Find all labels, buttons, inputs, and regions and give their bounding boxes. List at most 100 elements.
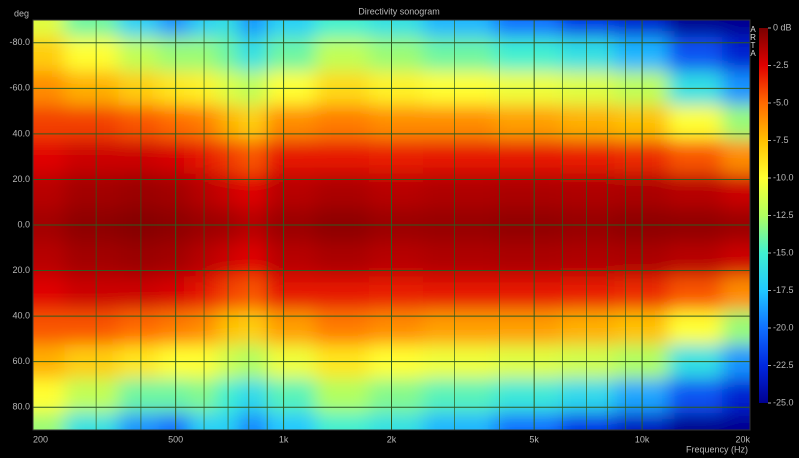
heatmap-cell bbox=[560, 242, 615, 277]
heatmap-cell bbox=[158, 378, 191, 414]
colorbar-label: -20.0 bbox=[773, 322, 794, 332]
heatmap-cell bbox=[33, 20, 66, 38]
heatmap-cell bbox=[315, 412, 370, 430]
heatmap-cell bbox=[64, 378, 120, 414]
heatmap-cell bbox=[722, 276, 750, 311]
chart-title: Directivity sonogram bbox=[358, 6, 440, 16]
heatmap-cell bbox=[189, 378, 217, 414]
heatmap-cell bbox=[560, 378, 615, 414]
heatmap-cell bbox=[369, 378, 424, 414]
heatmap-cell bbox=[118, 139, 159, 175]
x-tick-label: 200 bbox=[33, 434, 48, 444]
y-tick-label: 0.0 bbox=[17, 219, 30, 229]
heatmap-cell bbox=[722, 139, 750, 175]
heatmap-cell bbox=[216, 20, 239, 38]
heatmap-cell bbox=[668, 139, 723, 175]
heatmap-cell bbox=[158, 105, 191, 141]
heatmap-cell bbox=[560, 276, 615, 311]
heatmap-cell bbox=[315, 378, 370, 414]
colorbar-label: -7.5 bbox=[773, 135, 789, 145]
y-tick-label: 60.0 bbox=[12, 356, 30, 366]
heatmap-cell bbox=[118, 276, 159, 311]
grid bbox=[32, 20, 751, 430]
heatmap-cell bbox=[668, 242, 723, 277]
heatmap-cell bbox=[722, 242, 750, 277]
heatmap-cell bbox=[189, 242, 217, 277]
heatmap-cell bbox=[118, 412, 159, 430]
colorbar-label: -17.5 bbox=[773, 285, 794, 295]
heatmap-cell bbox=[64, 242, 120, 277]
heatmap-cell bbox=[238, 378, 267, 414]
heatmap-cell bbox=[369, 105, 424, 141]
heatmap-cell bbox=[266, 276, 316, 311]
heatmap-cell bbox=[722, 378, 750, 414]
watermark-letter: A bbox=[750, 25, 756, 34]
heatmap-cell bbox=[369, 20, 424, 38]
y-tick-label: 20.0 bbox=[12, 265, 30, 275]
heatmap-cell bbox=[238, 20, 267, 38]
heatmap-cell bbox=[266, 105, 316, 141]
heatmap-cell bbox=[614, 276, 669, 311]
heatmap-cell bbox=[494, 20, 561, 38]
heatmap-cell bbox=[494, 105, 561, 141]
heatmap-cell bbox=[423, 139, 495, 175]
colorbar-label: -5.0 bbox=[773, 97, 789, 107]
heatmap-cell bbox=[158, 412, 191, 430]
y-tick-label: 40.0 bbox=[12, 310, 30, 320]
colorbar-scale bbox=[759, 28, 768, 403]
colorbar-label: 0 dB bbox=[773, 22, 792, 32]
heatmap-cell bbox=[118, 20, 159, 38]
heatmap-cell bbox=[216, 276, 239, 311]
heatmap-cell bbox=[64, 139, 120, 175]
heatmap-cell bbox=[423, 378, 495, 414]
heatmap-cell bbox=[315, 139, 370, 175]
x-tick-label: 2k bbox=[387, 434, 397, 444]
heatmap-cell bbox=[423, 20, 495, 38]
heatmap-cell bbox=[315, 242, 370, 277]
heatmap-cell bbox=[238, 242, 267, 277]
watermark-letter: A bbox=[750, 49, 756, 58]
heatmap-cell bbox=[33, 276, 66, 311]
x-tick-label: 5k bbox=[529, 434, 539, 444]
heatmap-cell bbox=[560, 412, 615, 430]
heatmap-cell bbox=[315, 105, 370, 141]
heatmap-cell bbox=[266, 378, 316, 414]
heatmap-cell bbox=[216, 139, 239, 175]
colorbar-label: -2.5 bbox=[773, 60, 789, 70]
heatmap-cell bbox=[369, 139, 424, 175]
heatmap-cell bbox=[494, 412, 561, 430]
heatmap-cell bbox=[369, 276, 424, 311]
heatmap-cell bbox=[216, 378, 239, 414]
heatmap-cell bbox=[315, 20, 370, 38]
heatmap-cell bbox=[668, 20, 723, 38]
heatmap-cell bbox=[64, 412, 120, 430]
y-tick-label: -60.0 bbox=[9, 83, 30, 93]
heatmap-cell bbox=[494, 242, 561, 277]
heatmap-cell bbox=[614, 378, 669, 414]
heatmap-cell bbox=[158, 242, 191, 277]
plot-border bbox=[32, 19, 751, 431]
heatmap-cell bbox=[668, 378, 723, 414]
heatmap-cell bbox=[238, 105, 267, 141]
heatmap-cell bbox=[560, 139, 615, 175]
heatmap-cell bbox=[722, 105, 750, 141]
heatmap-cell bbox=[614, 139, 669, 175]
heatmap-cell bbox=[238, 139, 267, 175]
heatmap-cell bbox=[722, 20, 750, 38]
heatmap-cell bbox=[189, 105, 217, 141]
axes: 200 500 1k 2k 5k 10k 20k -80.0 -60.0 40.0 20.0 0.0 2… bbox=[9, 19, 756, 444]
heatmap-cell bbox=[189, 276, 217, 311]
heatmap-cell bbox=[266, 139, 316, 175]
heatmap-cell bbox=[423, 276, 495, 311]
heatmap-cell bbox=[216, 173, 239, 209]
heatmap-cell bbox=[722, 412, 750, 430]
x-tick-label: 10k bbox=[635, 434, 650, 444]
heatmap-cell bbox=[369, 242, 424, 277]
heatmap-cell bbox=[216, 105, 239, 141]
heatmap-cell bbox=[423, 105, 495, 141]
heatmap-cell bbox=[189, 20, 217, 38]
heatmap-cell bbox=[158, 139, 191, 175]
heatmap-cell bbox=[494, 276, 561, 311]
